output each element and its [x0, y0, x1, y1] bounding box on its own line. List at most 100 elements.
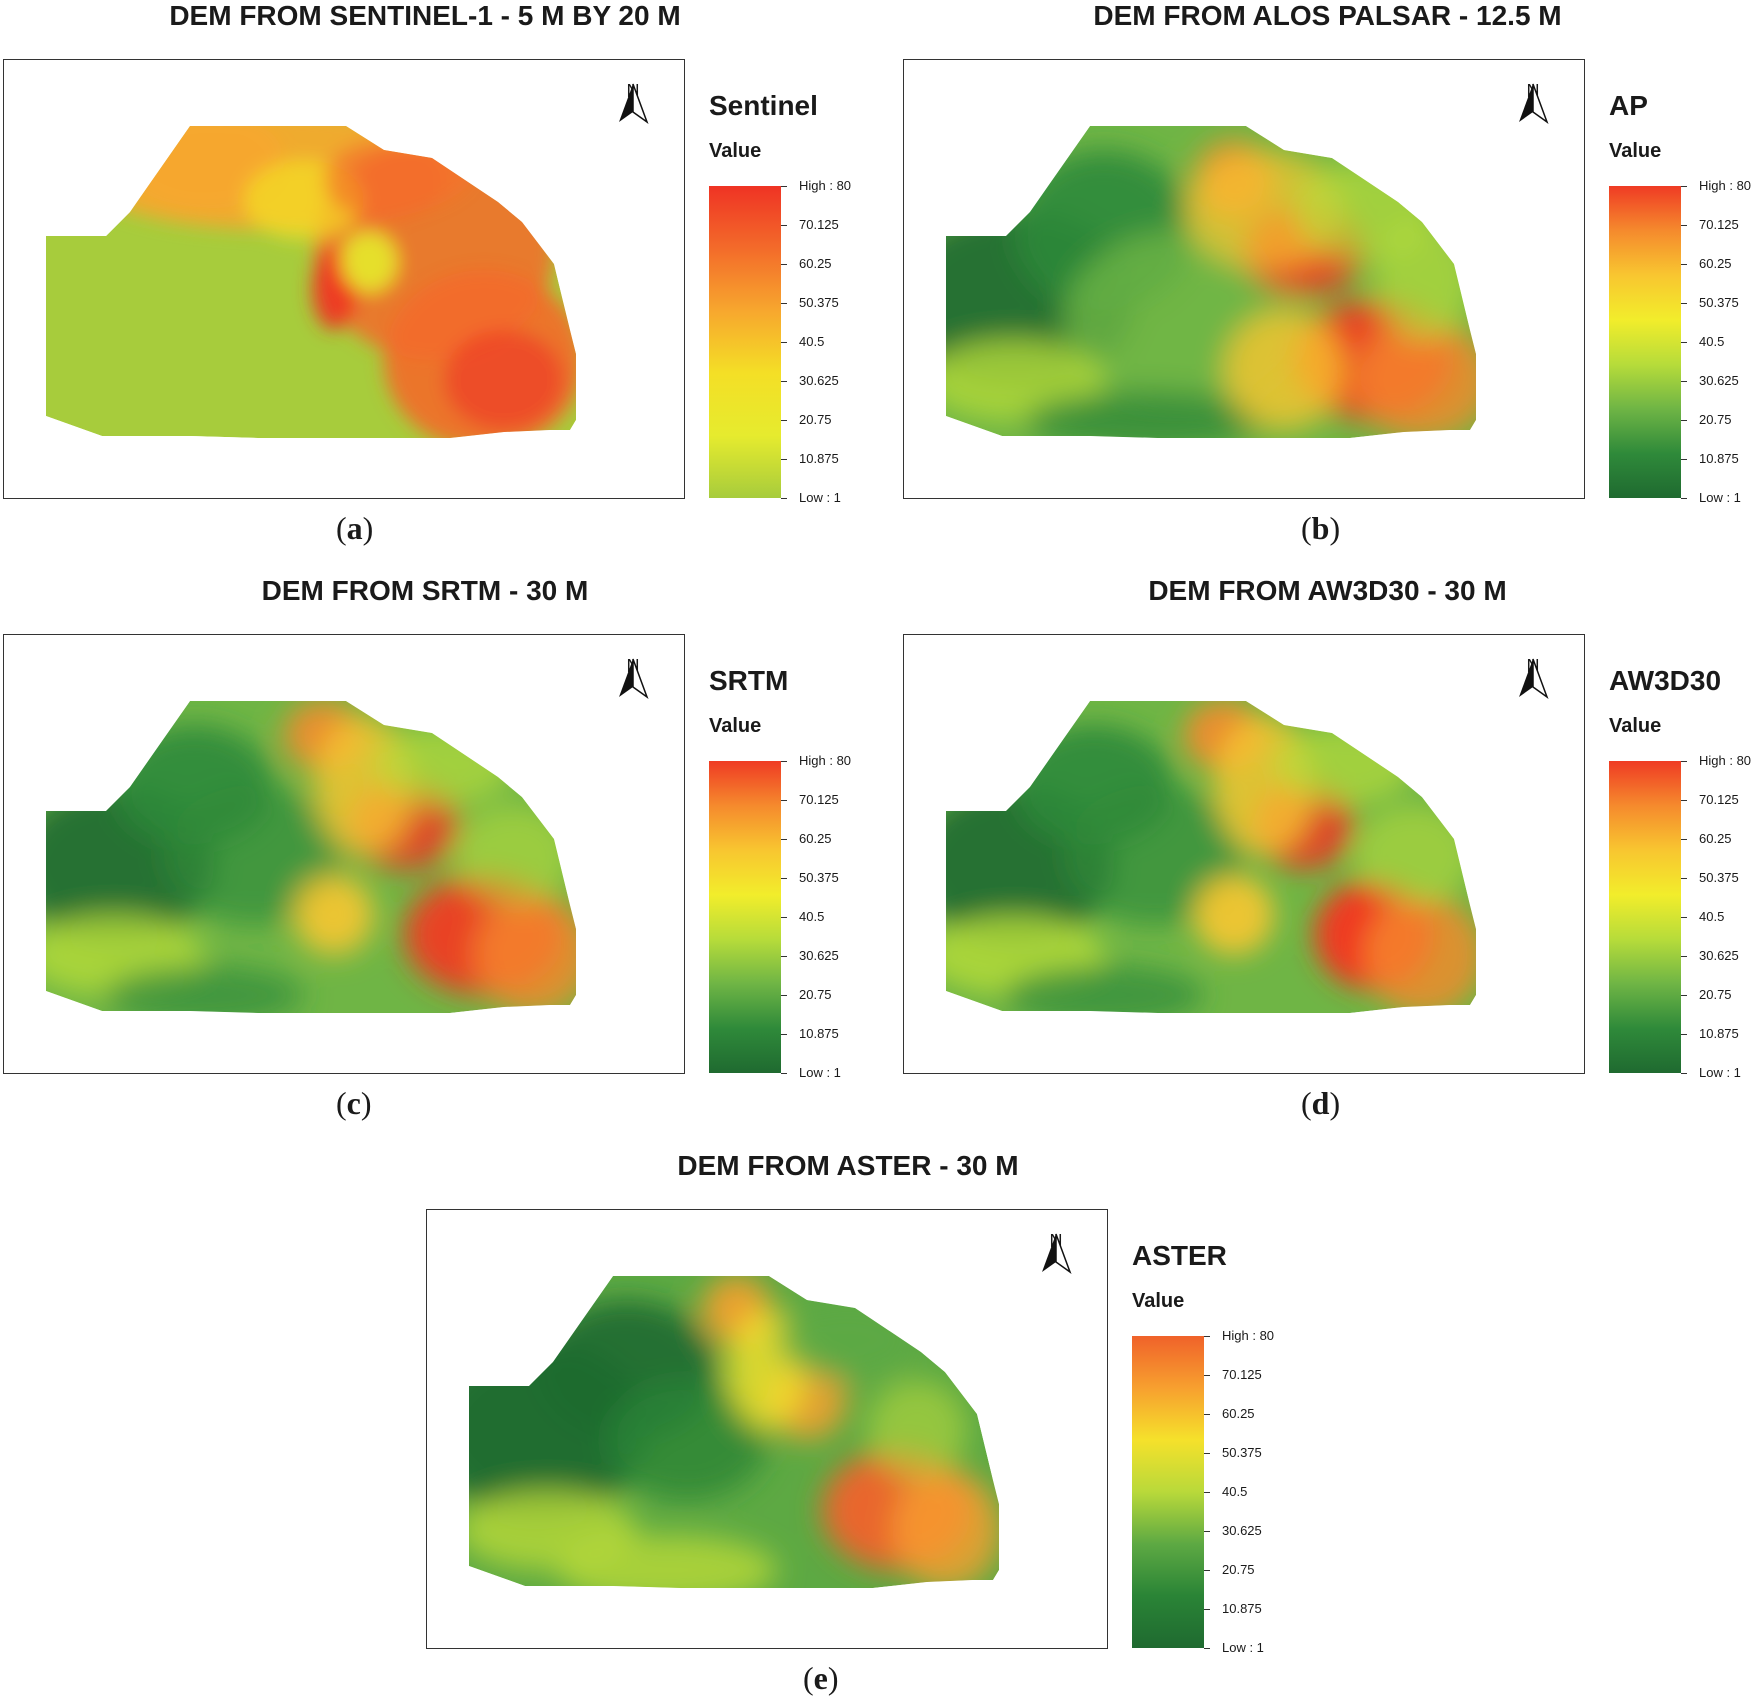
north-arrow-icon — [1519, 658, 1549, 699]
legend-name: ASTER — [1132, 1240, 1227, 1271]
subfigure-label: (c) — [336, 1085, 372, 1121]
terrain-surface — [946, 701, 1476, 1013]
map-frame[interactable]: N — [3, 59, 685, 499]
legend-tick-label: 20.75 — [1222, 1562, 1255, 1577]
legend-tick-label: 50.375 — [799, 295, 839, 310]
legend-tick-label: 40.5 — [1222, 1484, 1248, 1499]
dem-map[interactable] — [427, 1210, 1107, 1648]
subfigure-label: (b) — [1301, 510, 1341, 546]
legend-tick-label: 10.875 — [1699, 1026, 1739, 1041]
elevation-zone — [1194, 875, 1274, 955]
elevation-zone — [1274, 725, 1414, 805]
legend-ticks: High : 80 70.125 60.25 50.375 40.5 30.625 20.7… — [781, 753, 901, 1080]
legend: Sentinel Value High : 80 70.125 60.25 50.37… — [709, 90, 909, 510]
legend-tick-label: Low : 1 — [1699, 490, 1741, 505]
legend-tick-label: 10.875 — [1222, 1601, 1262, 1616]
legend: AP Value High : 80 70.125 60.25 50.375 40.5 3… — [1609, 90, 1755, 510]
subfigure-letter: e — [813, 1660, 828, 1696]
subfigure-label: (d) — [1301, 1085, 1341, 1121]
legend-tick-label: Low : 1 — [799, 490, 841, 505]
legend-ticks: High : 80 70.125 60.25 50.375 40.5 30.625 20.7… — [1681, 178, 1755, 505]
panel-b: DEM FROM ALOS PALSAR - 12.5 M N AP Value… — [900, 0, 1755, 546]
dem-map[interactable] — [904, 635, 1584, 1073]
terrain-surface — [46, 701, 576, 1013]
legend-tick-label: Low : 1 — [1222, 1640, 1264, 1655]
elevation-zone — [444, 330, 564, 430]
subfigure-label: (e) — [803, 1660, 839, 1696]
legend-tick-label: High : 80 — [799, 178, 852, 193]
legend: ASTER Value High : 80 70.125 60.25 50.375 40… — [1132, 1240, 1332, 1660]
dem-map[interactable] — [904, 60, 1584, 498]
legend-tick-label: 60.25 — [1699, 831, 1732, 846]
elevation-zone — [607, 1380, 767, 1500]
legend-tick-label: 40.5 — [1699, 334, 1725, 349]
legend-tick-label: 30.625 — [799, 948, 839, 963]
panel-title: DEM FROM SENTINEL-1 - 5 M BY 20 M — [169, 0, 681, 31]
elevation-zone — [164, 785, 344, 925]
elevation-zone — [474, 895, 576, 1013]
panel-title: DEM FROM SRTM - 30 M — [261, 575, 589, 606]
legend-tick-label: 40.5 — [1699, 909, 1725, 924]
legend-tick-label: 10.875 — [799, 451, 839, 466]
map-frame[interactable]: N — [426, 1209, 1108, 1649]
elevation-zone — [104, 965, 304, 1013]
legend-tick-label: 40.5 — [799, 334, 825, 349]
elevation-zone — [777, 1300, 917, 1380]
legend: SRTM Value High : 80 70.125 60.25 50.375 40.… — [709, 665, 909, 1085]
north-arrow: N — [1516, 82, 1550, 124]
subfigure-label: (a) — [336, 510, 374, 546]
legend-tick-label: 30.625 — [1222, 1523, 1262, 1538]
north-arrow-icon — [619, 83, 649, 124]
legend-tick-label: 20.75 — [799, 412, 832, 427]
map-frame[interactable]: N — [3, 634, 685, 1074]
legend-tick-label: Low : 1 — [799, 1065, 841, 1080]
legend-ticks: High : 80 70.125 60.25 50.375 40.5 30.625 20.7… — [781, 178, 901, 505]
color-ramp — [1132, 1336, 1204, 1648]
elevation-zone — [1064, 785, 1244, 925]
panel-d: DEM FROM AW3D30 - 30 M N AW3D30 Value Hi… — [900, 575, 1755, 1121]
legend-tick-label: 70.125 — [1222, 1367, 1262, 1382]
elevation-zone — [1354, 805, 1474, 905]
legend-tick-label: 40.5 — [799, 909, 825, 924]
legend-tick-label: 10.875 — [799, 1026, 839, 1041]
map-frame[interactable]: N — [903, 634, 1585, 1074]
dem-map[interactable] — [4, 635, 684, 1073]
legend-tick-label: 30.625 — [799, 373, 839, 388]
color-ramp — [709, 761, 781, 1073]
color-ramp — [709, 186, 781, 498]
legend-tick-label: 70.125 — [1699, 792, 1739, 807]
panel-a: DEM FROM SENTINEL-1 - 5 M BY 20 M N Sent… — [0, 0, 900, 546]
elevation-zone — [341, 232, 397, 292]
legend: AW3D30 Value High : 80 70.125 60.25 50.375 4… — [1609, 665, 1755, 1085]
legend-tick-label: 20.75 — [1699, 412, 1732, 427]
terrain-surface — [46, 126, 576, 438]
dem-map[interactable] — [4, 60, 684, 498]
elevation-zone — [1184, 150, 1344, 270]
color-ramp — [1609, 186, 1681, 498]
legend-tick-label: 50.375 — [799, 870, 839, 885]
elevation-zone — [557, 1535, 777, 1588]
subfigure-letter: c — [346, 1085, 361, 1121]
legend-tick-label: High : 80 — [1699, 178, 1752, 193]
north-arrow: N — [1516, 657, 1550, 699]
north-arrow-icon — [619, 658, 649, 699]
elevation-zone — [867, 1380, 967, 1480]
panel-e: DEM FROM ASTER - 30 M N ASTER Value High… — [423, 1150, 1323, 1706]
terrain-surface — [469, 1276, 999, 1588]
legend-tick-label: 20.75 — [1699, 987, 1732, 1002]
panel-c: DEM FROM SRTM - 30 M N SRTM Value High :… — [0, 575, 900, 1121]
legend-name: AW3D30 — [1609, 665, 1722, 696]
legend-name: AP — [1609, 90, 1648, 121]
map-frame[interactable]: N — [903, 59, 1585, 499]
legend-name: SRTM — [709, 665, 789, 696]
elevation-zone — [454, 805, 574, 905]
legend-ticks: High : 80 70.125 60.25 50.375 40.5 30.625 20.7… — [1204, 1328, 1324, 1655]
elevation-zone — [324, 140, 444, 220]
legend-tick-label: 50.375 — [1699, 295, 1739, 310]
legend-value-label: Value — [1132, 1290, 1185, 1312]
legend-tick-label: 50.375 — [1222, 1445, 1262, 1460]
north-arrow: N — [1039, 1232, 1073, 1274]
subfigure-letter: a — [346, 510, 363, 546]
legend-tick-label: 60.25 — [1699, 256, 1732, 271]
legend-tick-label: 20.75 — [799, 987, 832, 1002]
